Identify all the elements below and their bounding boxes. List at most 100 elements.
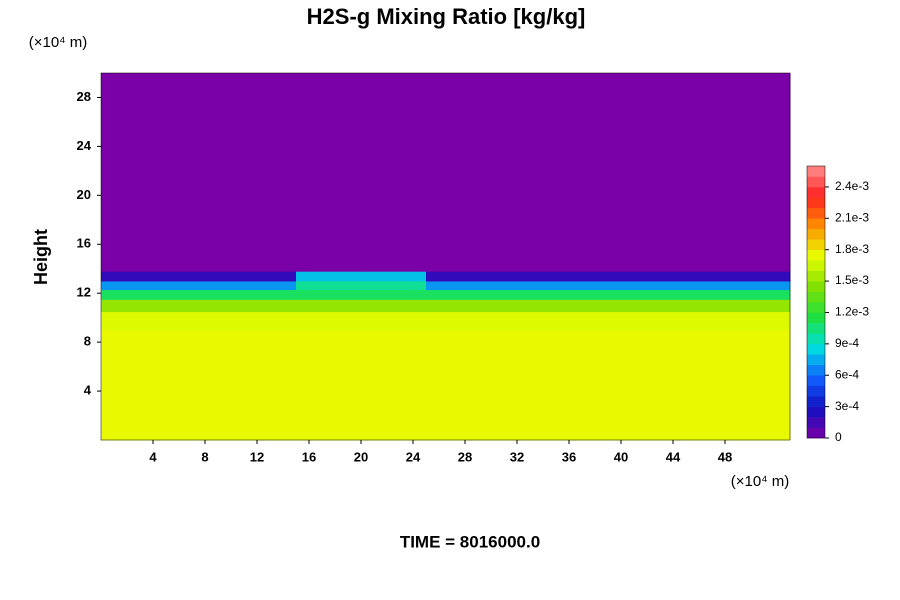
y-axis-label: Height (31, 229, 51, 285)
colorbar-level (807, 343, 825, 355)
heat-cell (686, 299, 791, 313)
heat-cell (166, 299, 232, 313)
heat-cell (231, 289, 297, 300)
colorbar-level (807, 239, 825, 250)
colorbar-level (807, 249, 825, 261)
colorbar-level (807, 197, 825, 209)
heat-cell (556, 280, 622, 291)
x-tick-label: 40 (614, 449, 628, 464)
heat-cell (361, 271, 427, 282)
heat-cell (556, 311, 622, 331)
colorbar-level (807, 364, 825, 376)
colorbar-level (807, 176, 825, 188)
heat-cell (296, 289, 362, 300)
heat-cell (621, 311, 687, 331)
heat-cell (101, 299, 167, 313)
colorbar-tick-label: 1.2e-3 (835, 305, 869, 319)
heat-cell (686, 289, 791, 300)
colorbar-level (807, 291, 825, 303)
heat-cell (166, 289, 232, 300)
heat-cell (231, 73, 297, 272)
heat-cell (231, 299, 297, 313)
heat-cell (166, 73, 232, 272)
colorbar-level (807, 354, 825, 366)
colorbar-level (807, 375, 825, 386)
heat-cell (556, 299, 622, 313)
x-tick-label: 16 (302, 449, 316, 464)
heat-cell (231, 311, 297, 331)
x-tick-label: 28 (458, 449, 472, 464)
heat-cell (686, 73, 791, 272)
heat-cell (166, 329, 232, 441)
colorbar-level (807, 228, 825, 240)
heat-cell (296, 311, 362, 331)
colorbar-level (807, 302, 825, 313)
heat-cell (556, 271, 622, 282)
colorbar-level (807, 260, 825, 271)
heat-cell (231, 329, 297, 441)
x-tick-label: 4 (149, 449, 157, 464)
colorbar-tick-label: 6e-4 (835, 367, 859, 381)
colorbar-level (807, 417, 825, 428)
y-tick-label: 12 (77, 285, 91, 300)
x-tick-label: 44 (666, 449, 681, 464)
x-tick-label: 32 (510, 449, 524, 464)
y-tick-label: 16 (77, 236, 91, 251)
heat-cell (621, 280, 687, 291)
heat-cell (166, 271, 232, 282)
colorbar-level (807, 333, 825, 345)
heat-cell (491, 271, 557, 282)
x-tick-label: 36 (562, 449, 576, 464)
colorbar-level (807, 270, 825, 282)
heat-cell (556, 73, 622, 272)
heat-cell (621, 73, 687, 272)
colorbar-level (807, 207, 825, 219)
heat-cell (296, 299, 362, 313)
y-tick-label: 20 (77, 187, 91, 202)
y-unit: (×10⁴ m) (29, 34, 88, 51)
heat-cell (361, 329, 427, 441)
colorbar-tick-label: 1.5e-3 (835, 273, 869, 287)
heat-cell (491, 329, 557, 441)
heat-cell (426, 299, 492, 313)
heat-cell (361, 73, 427, 272)
colorbar-level (807, 312, 825, 324)
heat-cell (491, 280, 557, 291)
heat-cell (231, 271, 297, 282)
x-tick-label: 12 (250, 449, 264, 464)
colorbar-level (807, 385, 825, 397)
heat-cell (101, 73, 167, 272)
colorbar-tick-label: 2.1e-3 (835, 210, 869, 224)
heat-cell (101, 329, 167, 441)
heat-cell (166, 311, 232, 331)
colorbar-level (807, 427, 825, 439)
colorbar-frame (806, 165, 826, 439)
y-tick-label: 4 (84, 383, 92, 398)
heat-cell (426, 311, 492, 331)
x-tick-label: 8 (201, 449, 208, 464)
heat-cell (686, 311, 791, 331)
heat-cell (101, 289, 167, 300)
colorbar-tick-label: 1.8e-3 (835, 242, 869, 256)
heat-cell (426, 289, 492, 300)
colorbar-level (807, 166, 825, 177)
heat-cell (361, 280, 427, 291)
x-unit: (×10⁴ m) (731, 473, 790, 490)
heat-cell (101, 280, 167, 291)
heat-cell (101, 311, 167, 331)
colorbar-level (807, 322, 825, 334)
colorbar-level (807, 281, 825, 292)
x-tick-label: 24 (406, 449, 421, 464)
heat-cell (361, 289, 427, 300)
colorbar-tick-label: 0 (835, 430, 842, 444)
heat-cell (166, 280, 232, 291)
heat-cell (621, 289, 687, 300)
heat-cell (686, 271, 791, 282)
heat-cell (296, 271, 362, 282)
heat-cell (556, 289, 622, 300)
y-tick-label: 28 (77, 89, 91, 104)
plot-frame (100, 72, 791, 441)
heat-cell (296, 73, 362, 272)
heat-cell (426, 280, 492, 291)
